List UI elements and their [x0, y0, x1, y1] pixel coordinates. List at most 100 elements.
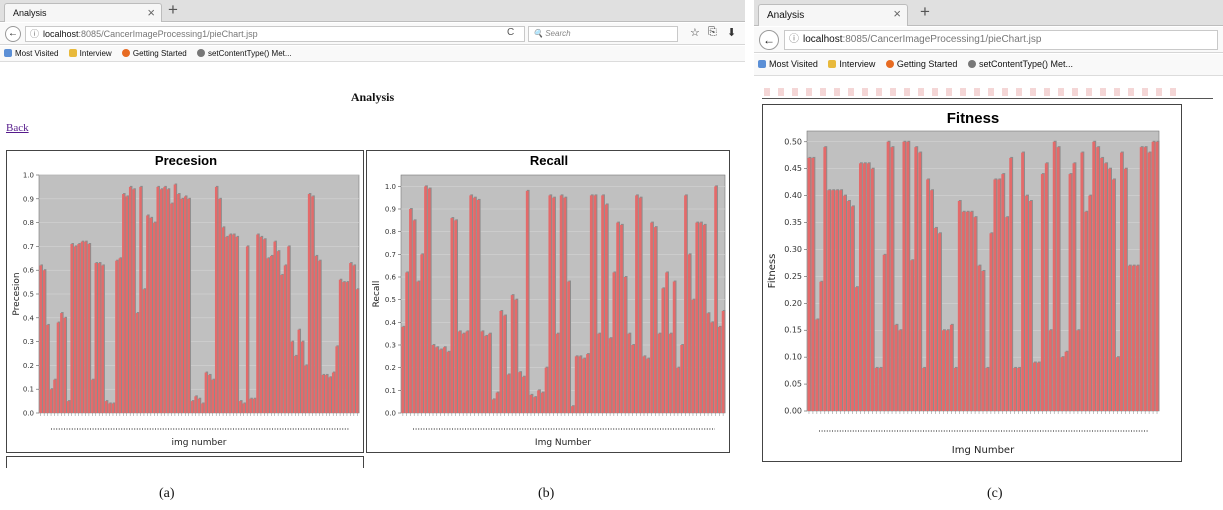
bar: [173, 184, 177, 413]
bookmark-most-visited[interactable]: Most Visited: [758, 54, 818, 74]
bar: [266, 258, 270, 413]
bar: [835, 190, 839, 411]
bookmark-label: setContentType() Met...: [207, 49, 292, 58]
browser-window-right: Analysis × + ← ⓘ localhost:8085/CancerIma…: [754, 0, 1223, 470]
bar: [989, 233, 993, 411]
bookmark-label: Interview: [839, 59, 876, 69]
bar: [537, 390, 540, 413]
bar: [918, 152, 922, 411]
bar: [1017, 367, 1021, 411]
bar: [194, 396, 197, 413]
x-axis-label: Img Number: [952, 445, 1015, 456]
bar: [882, 254, 886, 411]
bar: [1155, 141, 1159, 411]
bar: [922, 367, 926, 411]
y-tick-label: 0.9: [385, 206, 396, 214]
search-placeholder: Search: [545, 29, 571, 38]
bookmark-interview[interactable]: Interview: [828, 54, 875, 74]
y-tick-label: 0.8: [23, 219, 34, 227]
back-link[interactable]: Back: [6, 122, 29, 134]
back-arrow-icon[interactable]: ←: [759, 30, 779, 50]
bar: [586, 354, 589, 413]
new-tab-icon[interactable]: +: [920, 2, 930, 21]
firefox-icon: [885, 60, 894, 68]
reload-icon[interactable]: C: [507, 27, 515, 38]
bar: [349, 263, 352, 413]
bar: [965, 211, 969, 411]
bar: [42, 270, 46, 413]
bar: [855, 287, 858, 411]
bar: [616, 222, 619, 413]
bar: [1080, 152, 1084, 411]
bar: [183, 196, 187, 413]
bar: [409, 209, 412, 413]
info-icon[interactable]: ⓘ: [30, 29, 40, 39]
bar: [1143, 147, 1147, 411]
bar: [201, 403, 204, 413]
tab-analysis[interactable]: Analysis ×: [758, 4, 908, 26]
reading-list-icon[interactable]: ⎘: [708, 26, 717, 38]
bar: [77, 244, 80, 413]
y-tick-label: 0.05: [784, 380, 802, 389]
bar: [318, 260, 321, 413]
bar: [1096, 147, 1100, 411]
bar: [159, 189, 163, 413]
globe-icon: [196, 49, 205, 57]
tab-strip: Analysis × +: [0, 0, 745, 22]
y-tick-label: 0.15: [784, 326, 802, 335]
bar: [73, 246, 77, 413]
tab-analysis[interactable]: Analysis ×: [4, 3, 162, 22]
bar: [559, 195, 563, 413]
y-tick-label: 0.25: [784, 272, 802, 281]
new-tab-icon[interactable]: +: [168, 0, 178, 19]
bar: [283, 265, 287, 413]
bar: [356, 289, 359, 413]
bar: [1025, 195, 1028, 411]
bar: [259, 236, 263, 413]
bar: [945, 330, 949, 411]
bar: [311, 196, 314, 413]
bar: [847, 201, 850, 411]
nav-bar: ← ⓘ localhost:8085/CancerImageProcessing1…: [0, 23, 745, 45]
star-icon[interactable]: ☆: [690, 27, 700, 39]
close-tab-icon[interactable]: ×: [893, 6, 901, 21]
bar: [473, 197, 476, 413]
bar: [488, 333, 491, 413]
y-tick-label: 1.0: [385, 183, 396, 191]
bar: [540, 392, 544, 413]
y-tick-label: 0.50: [784, 137, 802, 146]
bar: [910, 260, 914, 411]
bar: [973, 217, 977, 411]
bar: [139, 186, 142, 413]
bar: [1005, 217, 1009, 411]
close-tab-icon[interactable]: ×: [147, 5, 155, 20]
bar: [256, 234, 259, 413]
back-arrow-icon[interactable]: ←: [5, 26, 21, 42]
bar: [930, 190, 934, 411]
bookmark-getting-started[interactable]: Getting Started: [121, 46, 187, 61]
bookmark-most-visited[interactable]: Most Visited: [4, 46, 58, 61]
bar: [981, 271, 985, 411]
caption-a: (a): [159, 486, 175, 501]
bookmark-interview[interactable]: Interview: [68, 46, 112, 61]
bookmark-setcontenttype[interactable]: setContentType() Met...: [196, 46, 292, 61]
y-tick-label: 0.0: [385, 410, 396, 418]
bar: [484, 335, 488, 413]
bar: [180, 198, 184, 413]
previous-chart-remnant: [764, 88, 1184, 96]
search-input[interactable]: 🔍 Search: [528, 26, 678, 42]
bar: [465, 331, 469, 413]
url-input[interactable]: ⓘ localhost:8085/CancerImageProcessing1/p…: [784, 30, 1218, 50]
y-tick-label: 0.1: [385, 387, 396, 395]
bar: [304, 365, 307, 413]
download-icon[interactable]: ⬇: [727, 27, 737, 39]
url-input[interactable]: ⓘ localhost:8085/CancerImageProcessing1/p…: [25, 26, 525, 42]
bar: [1044, 163, 1048, 411]
bookmark-getting-started[interactable]: Getting Started: [885, 54, 957, 74]
bar: [132, 189, 135, 413]
info-icon[interactable]: ⓘ: [789, 34, 799, 45]
bar: [128, 186, 132, 413]
bookmark-setcontenttype[interactable]: setContentType() Met...: [967, 54, 1073, 74]
bar: [518, 372, 522, 413]
y-tick-label: 0.10: [784, 353, 802, 362]
